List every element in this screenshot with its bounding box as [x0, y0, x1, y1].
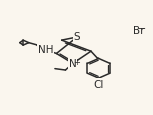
Text: N: N	[69, 59, 77, 69]
Text: S: S	[74, 32, 80, 42]
Text: +: +	[73, 57, 80, 66]
Text: Br: Br	[133, 26, 145, 35]
Text: Cl: Cl	[93, 79, 104, 89]
Text: NH: NH	[37, 45, 53, 55]
Text: −: −	[138, 24, 147, 34]
